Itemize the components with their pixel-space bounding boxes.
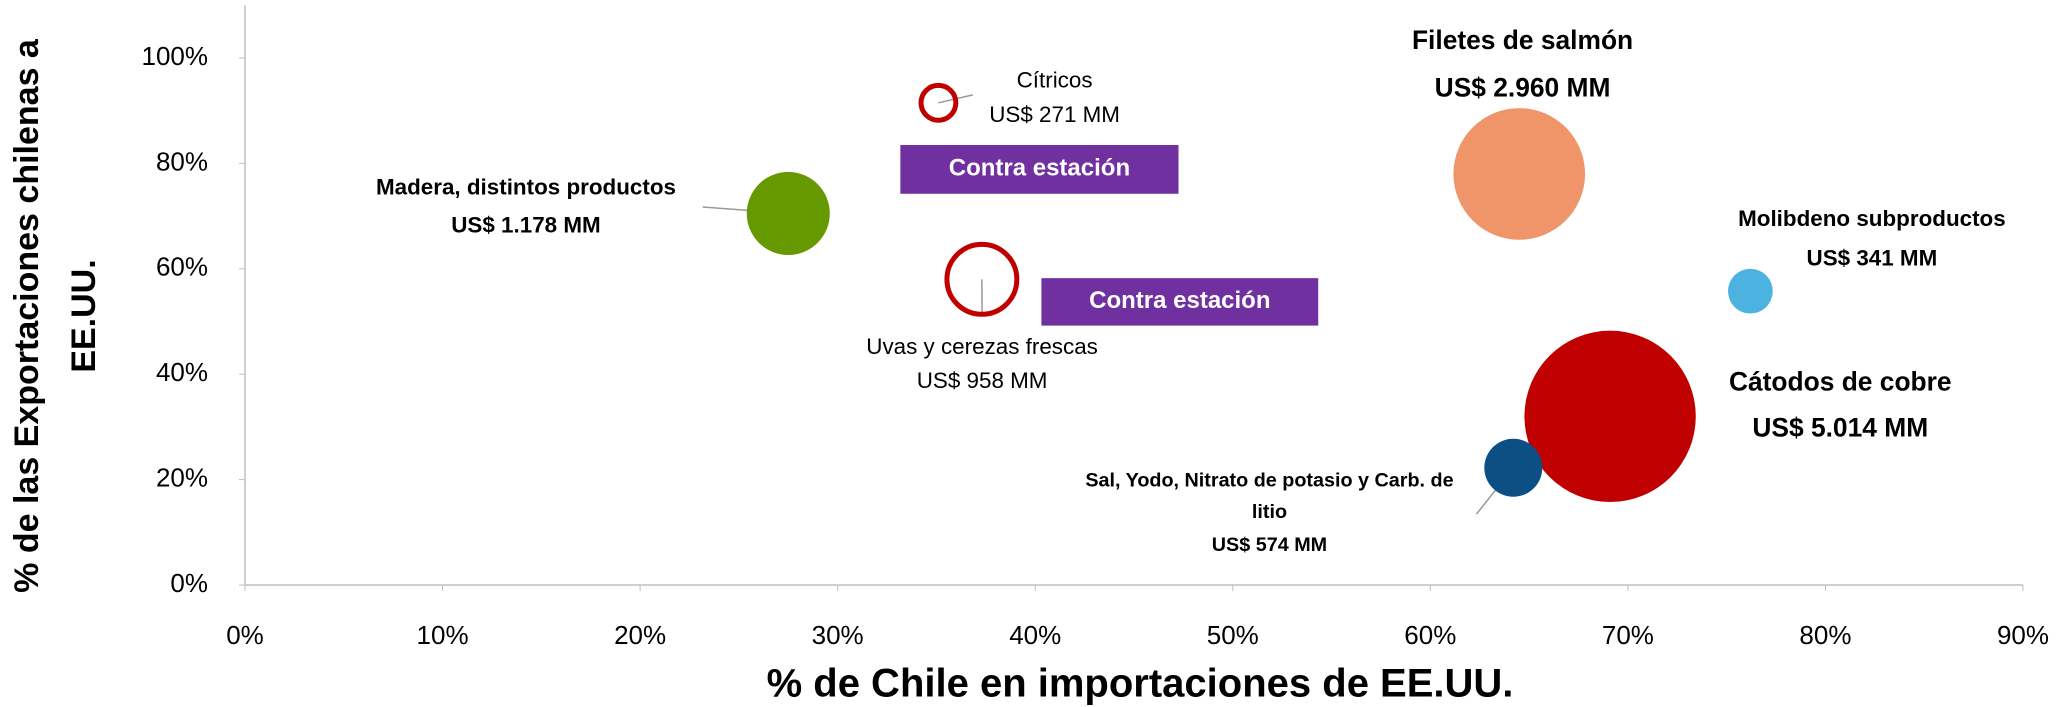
x-tick-label: 90% <box>1997 620 2049 650</box>
x-tick-label: 70% <box>1602 620 1654 650</box>
x-tick-label: 30% <box>812 620 864 650</box>
bubble <box>1524 330 1696 503</box>
y-tick-label: 60% <box>156 252 208 282</box>
bubble-size-label: US$ 1.178 MM <box>451 213 600 238</box>
bubble <box>746 171 830 255</box>
x-tick-label: 10% <box>417 620 469 650</box>
bubble <box>918 82 959 123</box>
y-axis-title-line: % de las Exportaciones chilenas a <box>8 38 46 593</box>
y-axis-title: % de las Exportaciones chilenas a EE.UU. <box>8 38 103 593</box>
annotation-box <box>900 145 1179 194</box>
x-tick-label: 20% <box>614 620 666 650</box>
bubble-size-label: US$ 574 MM <box>1212 534 1327 556</box>
bubble-size-label: US$ 5.014 MM <box>1752 413 1928 443</box>
y-tick-label: 40% <box>156 357 208 387</box>
annotation-text: Contra estación <box>1089 287 1270 314</box>
bubble-name: Filetes de salmón <box>1412 25 1633 55</box>
bubble-name: Cátodos de cobre <box>1729 367 1952 397</box>
bubble <box>1453 108 1586 240</box>
x-axis-title: % de Chile en importaciones de EE.UU. <box>767 662 1514 706</box>
bubble-size-label: US$ 958 MM <box>917 368 1048 393</box>
x-tick-label: 80% <box>1799 620 1851 650</box>
bubble-name: litio <box>1252 501 1287 523</box>
y-tick-label: 100% <box>142 41 209 71</box>
y-tick-label: 80% <box>156 146 208 176</box>
bubble <box>1484 438 1543 497</box>
annotation-text: Contra estación <box>949 155 1130 182</box>
x-tick-label: 0% <box>226 620 264 650</box>
y-axis-title-line: EE.UU. <box>65 259 103 372</box>
bubble <box>944 241 1020 317</box>
y-tick-label: 20% <box>156 462 208 492</box>
x-tick-label: 60% <box>1404 620 1456 650</box>
bubble-name: Sal, Yodo, Nitrato de potasio y Carb. de <box>1085 469 1453 491</box>
bubble-size-label: US$ 271 MM <box>989 102 1120 127</box>
annotation-box <box>1041 278 1319 326</box>
bubble-size-label: US$ 2.960 MM <box>1435 73 1611 103</box>
bubble <box>1728 268 1773 314</box>
bubble-name: Madera, distintos productos <box>376 174 676 199</box>
bubble-name: Uvas y cerezas frescas <box>866 334 1098 359</box>
y-tick-label: 0% <box>170 568 208 598</box>
x-tick-label: 50% <box>1207 620 1259 650</box>
bubble-size-label: US$ 341 MM <box>1807 246 1938 271</box>
bubble-name: Molibdeno subproductos <box>1738 206 2006 231</box>
bubble-name: Cítricos <box>1017 68 1093 93</box>
x-tick-label: 40% <box>1009 620 1061 650</box>
